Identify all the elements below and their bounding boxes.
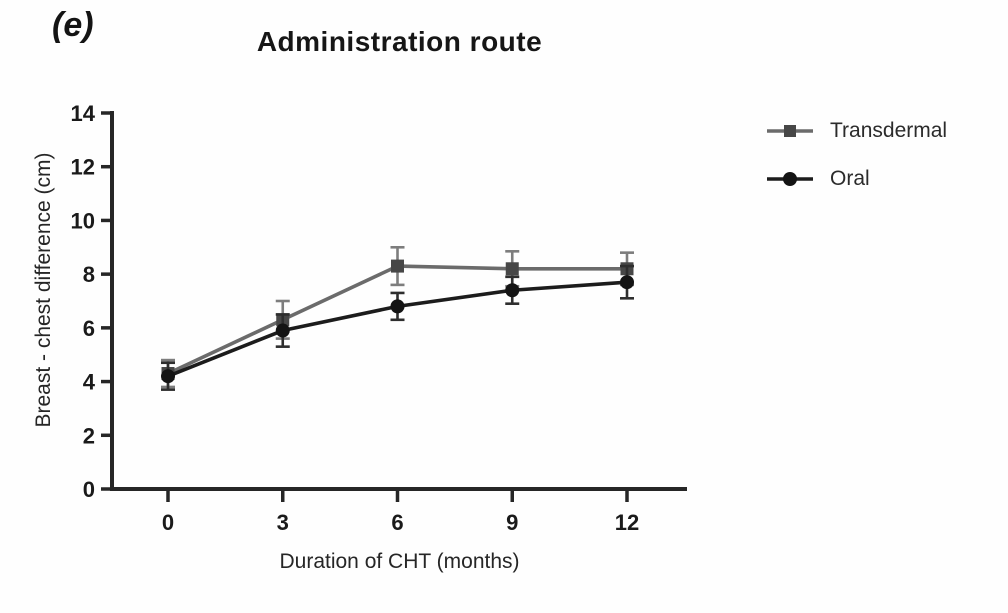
marker-circle-oral <box>505 283 520 298</box>
legend-item-oral: Oral <box>766 165 947 193</box>
y-tick-label: 6 <box>83 316 95 341</box>
panel-letter-label: (e) <box>52 6 94 44</box>
legend-item-transdermal: Transdermal <box>766 117 947 145</box>
square-legend-glyph <box>767 125 813 137</box>
transdermal-square-marker-icon <box>766 117 814 145</box>
x-axis-title: Duration of CHT (months) <box>279 550 520 573</box>
y-tick-label: 2 <box>83 423 95 448</box>
marker-square-transdermal <box>391 259 404 273</box>
legend-label-transdermal: Transdermal <box>830 119 948 142</box>
marker-circle-oral <box>620 275 634 290</box>
y-tick-label: 14 <box>71 101 96 126</box>
circle-legend-glyph <box>767 172 813 186</box>
x-tick-label: 12 <box>615 510 639 535</box>
x-tick-label: 3 <box>277 510 289 535</box>
y-tick-label: 0 <box>83 477 95 502</box>
marker-square-transdermal <box>505 262 519 276</box>
chart-title: Administration route <box>256 26 543 57</box>
y-tick-label: 12 <box>71 155 95 180</box>
y-tick-label: 10 <box>71 208 95 233</box>
marker-circle-oral <box>161 369 175 384</box>
y-tick-label: 4 <box>83 370 96 395</box>
x-tick-label: 9 <box>506 510 518 535</box>
y-tick-label: 8 <box>83 262 95 287</box>
oral-circle-marker-icon <box>766 165 814 193</box>
marker-circle-oral <box>275 323 290 338</box>
x-tick-label: 6 <box>391 510 403 535</box>
legend-label-oral: Oral <box>830 167 870 190</box>
marker-circle-oral <box>390 299 405 314</box>
x-tick-label: 0 <box>162 510 174 535</box>
legend: Transdermal Oral <box>766 117 947 213</box>
